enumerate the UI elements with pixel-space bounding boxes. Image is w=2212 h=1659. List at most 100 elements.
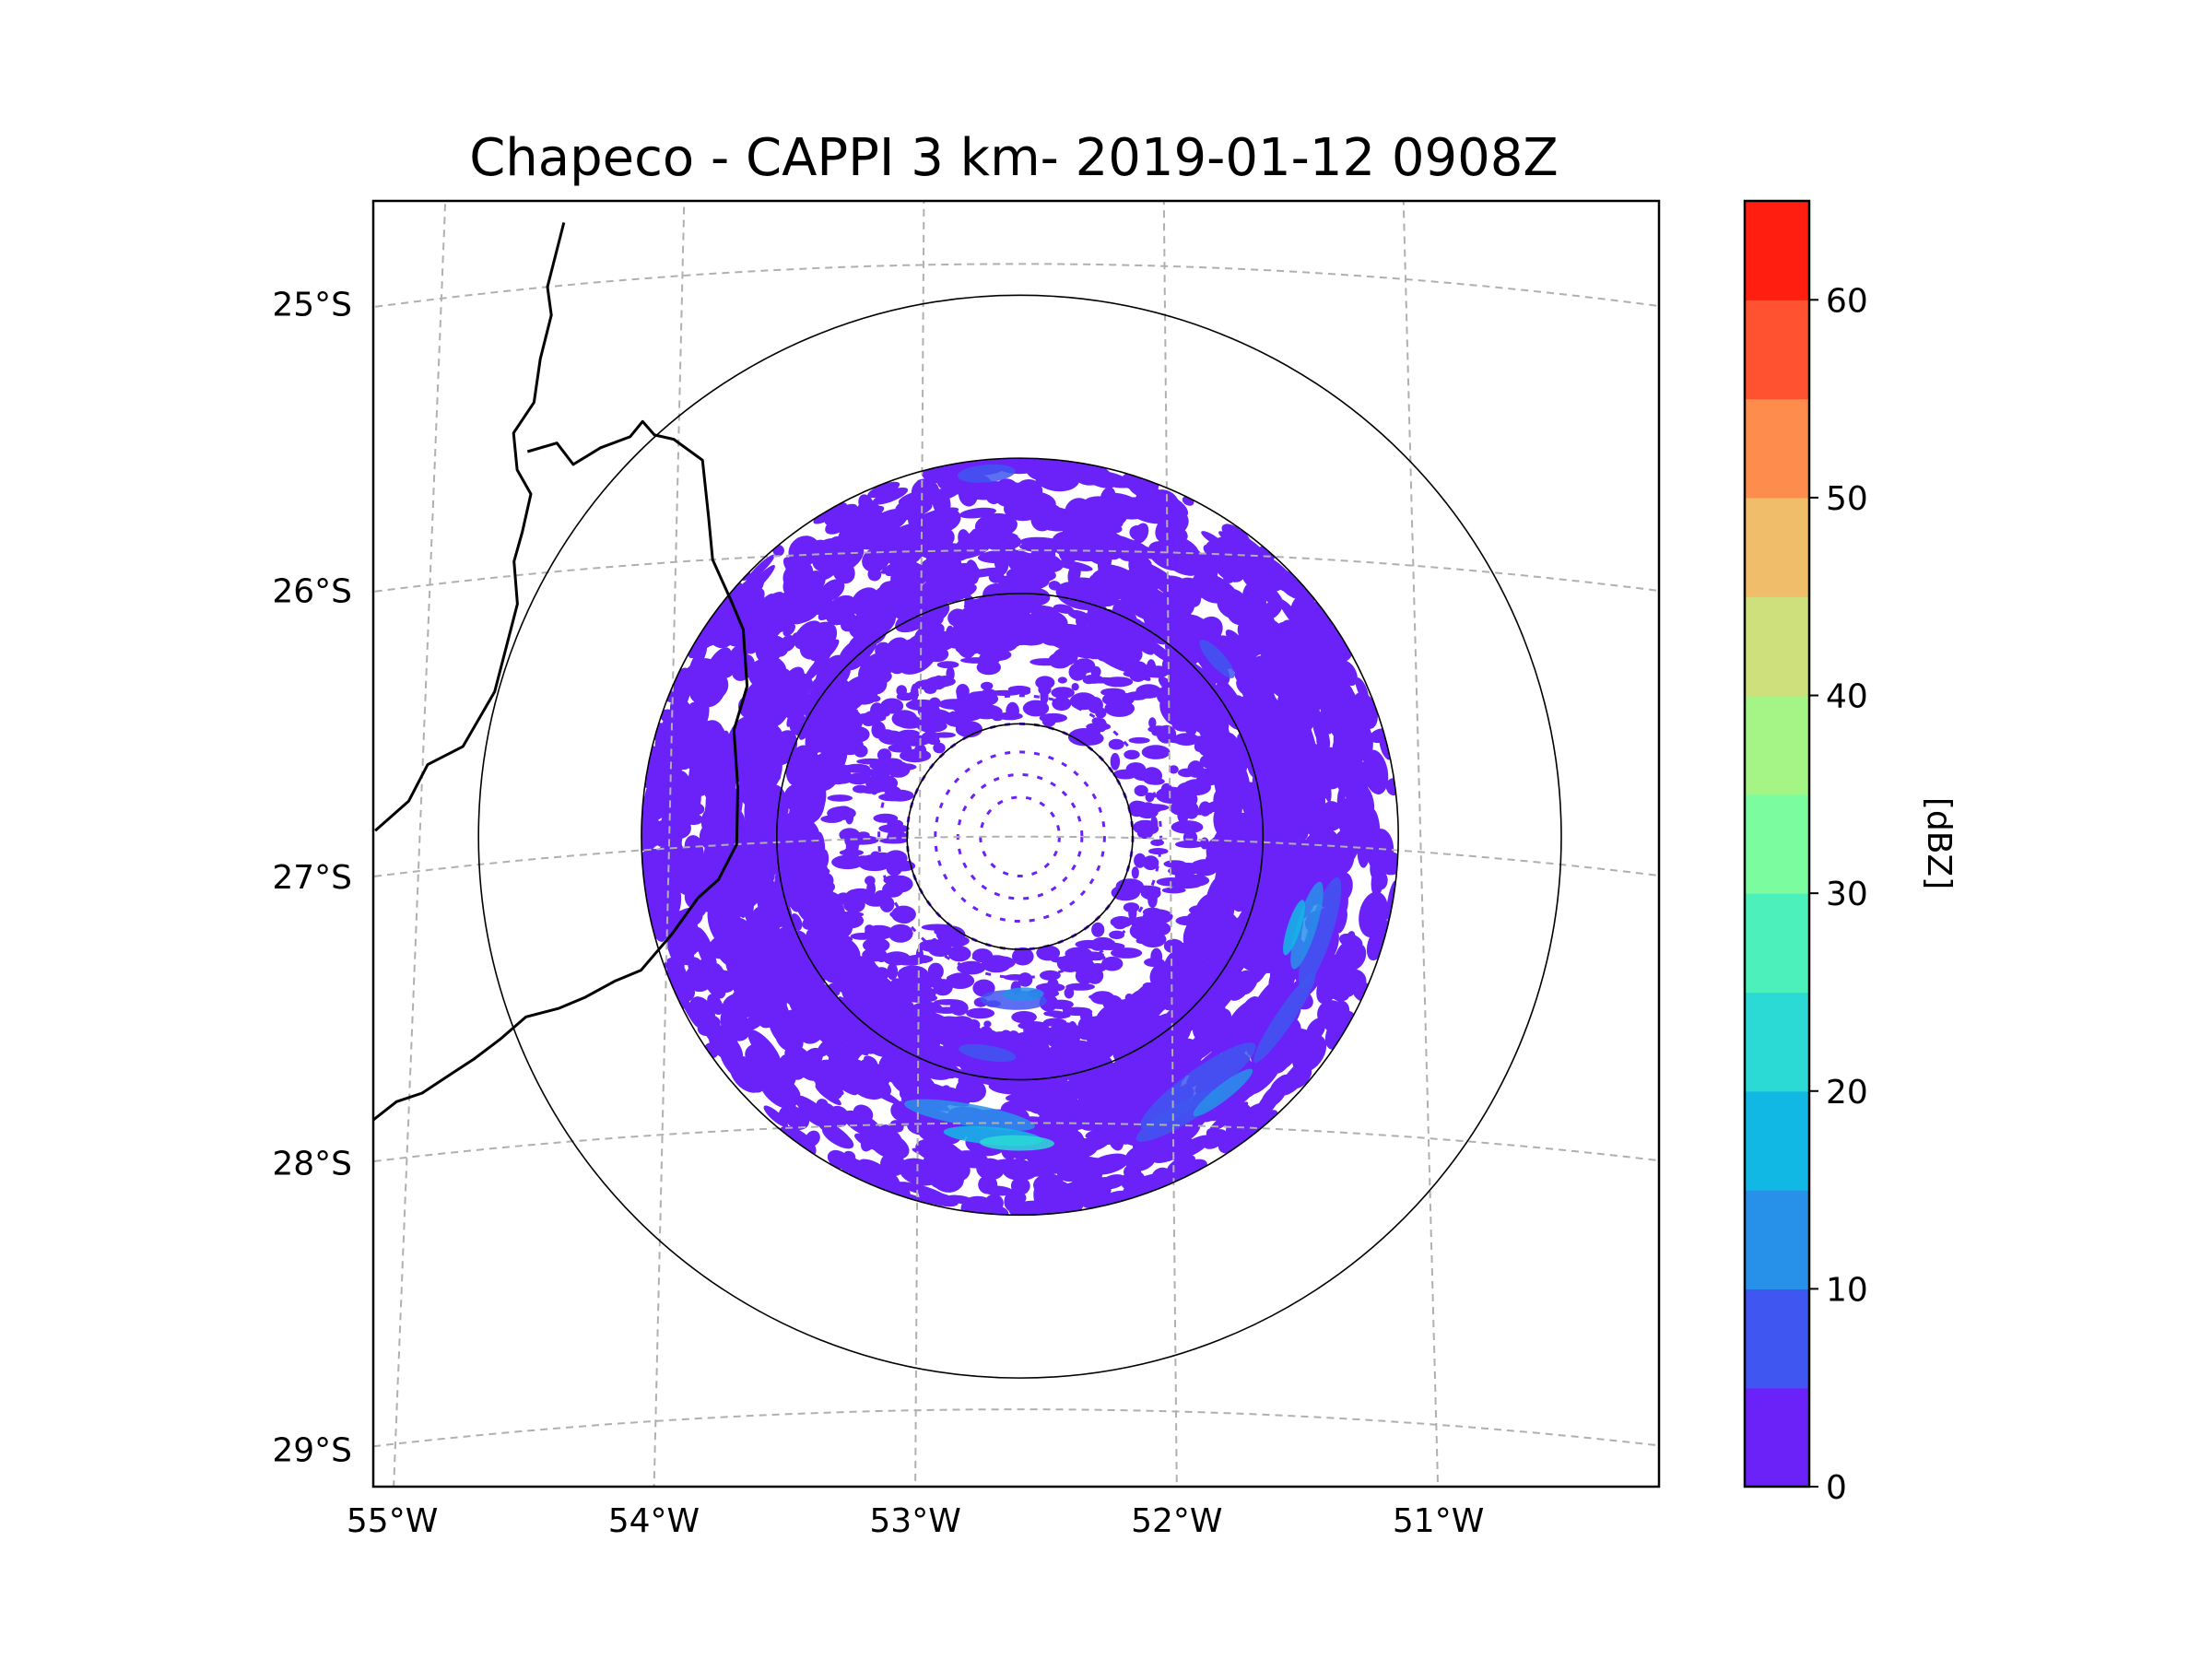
echo-cell [1287,629,1318,661]
echo-cell [1332,985,1350,1002]
echo-cell [1136,642,1154,655]
echo-cell [758,839,767,870]
echo-cell [927,962,944,981]
echo-cell [870,851,881,862]
echo-cell [1248,809,1271,858]
colorbar-tick-label: 0 [1826,1469,1847,1507]
echo-cell [1268,952,1288,987]
echo-cell [1201,1088,1242,1123]
echo-cell [878,730,905,745]
echo-cell [981,955,1012,973]
echo-cell [1121,1171,1146,1191]
echo-cell [862,719,876,726]
echo-cell [1163,860,1186,868]
echo-cell [955,721,982,738]
echo-cell [947,946,971,962]
echo-cell [685,699,710,742]
echo-cell [788,535,820,567]
echo-cell [737,741,761,787]
border-line [373,419,749,1123]
echo-cell [1042,1018,1067,1028]
echo-cell [860,1125,879,1152]
echo-cell [1278,685,1306,707]
echo-cell [976,1158,1005,1181]
echo-cell [880,698,904,714]
echo-cell [1057,1178,1107,1192]
echo-cell [1038,1182,1063,1206]
echo-cell [823,1078,844,1096]
echo-cell [1359,703,1371,729]
echo-cell [786,689,810,727]
echo-cell [1040,970,1061,981]
echo-cell [916,720,947,733]
echo-cell [1049,625,1067,633]
echo-ring-clutter [934,750,1106,924]
colorbar-segment [1745,992,1809,1092]
echo-cell [1182,1060,1203,1077]
echo-cell [879,581,893,592]
echo-cell [1135,684,1162,699]
echo-cell [1209,893,1224,905]
echo-cell [843,763,871,773]
echo-cell [1098,564,1141,588]
echo-cell [1161,887,1186,894]
echo-cell [931,1135,945,1145]
echo-cell [1142,855,1159,871]
echo-cell [705,788,714,811]
echo-cell [867,481,900,499]
echo-cell [886,858,903,877]
echo-cell [1030,1149,1073,1171]
echo-cell [859,1159,888,1176]
echo-cell [1128,481,1165,501]
echo-cell [1223,841,1237,853]
echo-cell [747,1030,782,1068]
echo-cell [1332,663,1349,679]
echo-cell [873,765,903,774]
echo-cell [841,722,860,737]
echo-cell [1139,931,1167,947]
echo-cell-strong [1199,640,1235,678]
echo-cell [1216,908,1234,918]
echo-cell [934,926,958,936]
echo-cell [911,683,919,702]
echo-cell [724,935,744,951]
echo-cell [850,933,876,940]
echo-cell [1098,534,1145,560]
echo-cell [1012,947,1034,966]
border-line [374,222,566,832]
colorbar-segment [1745,695,1809,795]
echo-cell [759,995,787,1019]
echo-cell [1257,634,1283,660]
echo-cell [1088,994,1112,1000]
echo-cell [900,748,932,763]
echo-cell [800,876,816,885]
echo-cell [785,745,814,786]
echo-cell [1088,1098,1114,1124]
echo-cell [1069,692,1098,711]
echo-cell [729,1055,765,1093]
echo-cell [964,594,978,622]
echo-cell [888,924,913,943]
echo-cell [977,549,1030,564]
echo-cell [1145,792,1155,803]
echo-cell [1312,645,1345,691]
echo-cell-strong [1290,881,1324,970]
echo-cell [1095,707,1107,719]
echo-cell [745,1043,764,1063]
echo-cell [1317,1000,1347,1030]
echo-cell [1190,938,1210,965]
echo-cell [713,740,729,783]
echo-cell [1085,1127,1112,1139]
echo-cell [1144,498,1168,512]
echo-cell [1079,641,1097,659]
echo-cell [772,1070,801,1097]
echo-cell [888,1139,905,1166]
echo-cell [854,712,887,724]
echo-cell [775,1028,798,1053]
echo-cell [838,996,865,1022]
echo-cell [1091,922,1105,937]
echo-cell-strong [980,1135,1054,1151]
echo-cell [1036,945,1061,961]
colorbar-tick-label: 60 [1826,282,1868,320]
echo-cell [1028,621,1052,630]
